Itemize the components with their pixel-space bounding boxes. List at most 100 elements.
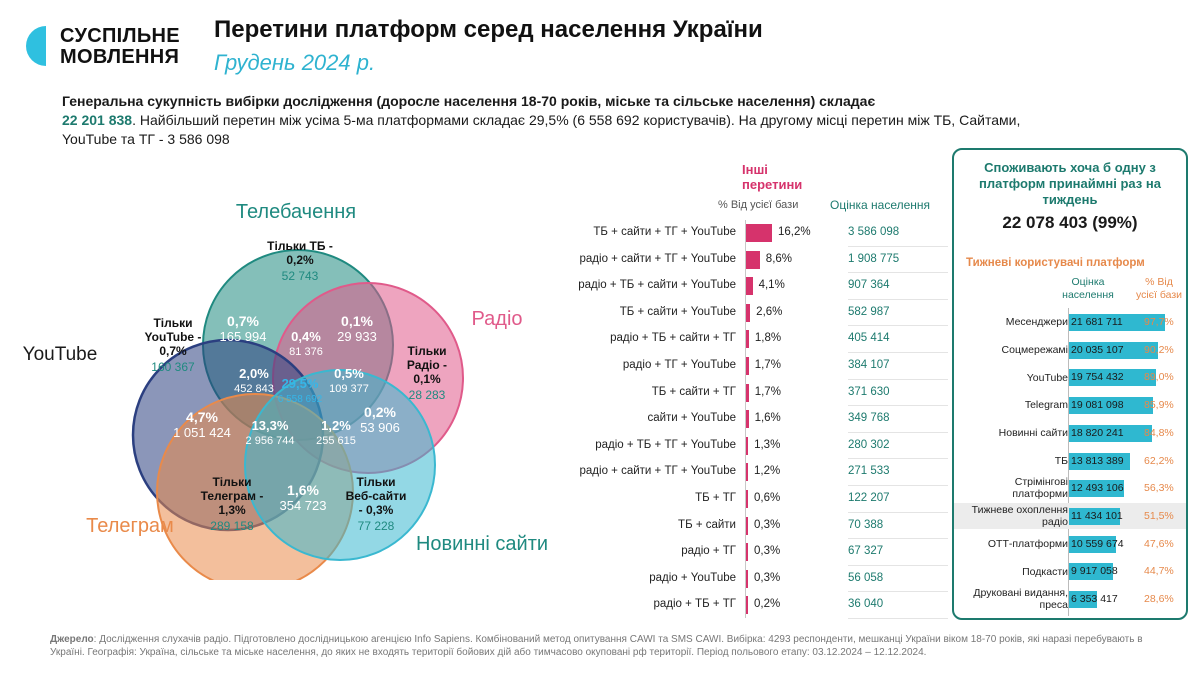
platform-label: Новинні сайти (998, 427, 1068, 440)
intersection-population: 56 058 (848, 571, 884, 584)
venn-region-title: Тільки (153, 316, 192, 330)
source-footnote: Джерело: Дослідження слухачів радіо. Під… (50, 633, 1150, 659)
platform-population: 20 035 107 (1071, 343, 1124, 356)
intersection-population: 371 630 (848, 385, 890, 398)
venn-region-value: 1 051 424 (173, 425, 231, 440)
venn-region-pct: 0,1% (341, 313, 373, 329)
intersection-bar (746, 516, 748, 535)
platform-label: Месенджери (1005, 316, 1068, 329)
venn-region-tg-news-radio: 1,2% 255 615 (316, 418, 356, 447)
chart-axis (745, 220, 746, 618)
platform-bar (1069, 452, 1131, 470)
venn-region-title: Радіо - (407, 358, 447, 372)
intersection-pct: 1,2% (754, 465, 781, 478)
intersection-bar (746, 569, 748, 588)
venn-labels: Телебачення Радіо YouTube Телеграм Новинні с… (23, 201, 548, 555)
platform-label: Telegram (1024, 399, 1068, 412)
intersection-label: сайти + YouTube (647, 412, 736, 425)
platform-label: Подкасти (1022, 565, 1068, 578)
weekly-users-row: ОТТ-платформи 10 559 674 47,6% (954, 531, 1186, 558)
platform-bar (1069, 369, 1157, 387)
weekly-users-row: Соцмережамі 20 035 107 90,2% (954, 337, 1186, 364)
row-separator (848, 272, 948, 274)
venn-region-value: 53 906 (360, 420, 400, 435)
source-text: : Дослідження слухачів радіо. Підготовле… (50, 634, 1143, 658)
venn-region-yt-tv: 0,7%165 994 (220, 313, 267, 344)
row-separator (848, 484, 948, 486)
row-separator (848, 351, 948, 353)
venn-region-value: 29 933 (337, 329, 377, 344)
venn-region-tg-news: 1,6%354 723 (280, 482, 327, 513)
intersection-bar (746, 410, 749, 429)
platform-bar (1069, 480, 1125, 498)
venn-region-title: 1,3% (218, 503, 246, 517)
intersection-population: 280 302 (848, 438, 890, 451)
intersection-label: радіо + ТБ + сайти + ТГ (610, 332, 736, 345)
intersection-population: 907 364 (848, 279, 890, 292)
intersection-label: ТБ + сайти + YouTube (619, 305, 736, 318)
intersection-population: 349 768 (848, 412, 890, 425)
platform-bar (1069, 314, 1165, 331)
pct-base-column-header: % Від усієї бази (1135, 276, 1183, 301)
intersection-pct: 16,2% (778, 226, 811, 238)
platform-label: ОТТ-платформи (987, 537, 1068, 550)
intersection-label: радіо + ТГ (681, 545, 736, 558)
intersection-label: радіо + ТГ + YouTube (622, 359, 736, 371)
venn-region-tv-radio-news: 0,5% 109 377 (329, 366, 369, 395)
platform-pct: 47,6% (1144, 537, 1174, 550)
intersection-population: 1 908 775 (848, 252, 900, 265)
intro-rest: . Найбільший перетин між усіма 5-ма плат… (62, 112, 1021, 147)
platform-pct: 84,8% (1144, 426, 1174, 439)
intersection-pct: 0,3% (754, 545, 781, 558)
intersection-bar (746, 596, 748, 615)
venn-region-value: 109 377 (329, 383, 369, 395)
venn-region-yt-tg-tv: 2,0% 452 843 (234, 366, 274, 395)
venn-region-pct: 0,5% (334, 366, 364, 381)
weekly-users-row: Тижневе охоплення радіо 11 434 101 51,5% (954, 502, 1186, 530)
venn-region-value: 6 558 692 (278, 394, 323, 405)
intersection-bar (746, 303, 751, 322)
intersection-row: ТБ + сайти + ТГ + YouTube 16,2% 3 586 098 (548, 220, 948, 247)
intersection-row: радіо + сайти + ТГ + YouTube 8,6% 1 908 77… (548, 247, 948, 274)
platform-pct: 51,5% (1144, 509, 1174, 522)
venn-region-yt-tg-news: 13,3% 2 956 744 (246, 418, 295, 447)
intersection-pct: 0,3% (754, 571, 781, 584)
intersection-label: радіо + сайти + ТГ + YouTube (579, 465, 736, 478)
venn-region-title: - 0,3% (359, 503, 394, 517)
platform-label: Тижневе охоплення радіо (971, 504, 1068, 529)
weekly-users-row: Telegram 19 081 098 85,9% (954, 392, 1186, 419)
intersection-bar (746, 250, 760, 269)
intersection-pct: 8,6% (765, 252, 793, 265)
panel-title: Споживають хоча б одну з платформ принай… (979, 160, 1161, 207)
venn-region-pct: 29,5% (282, 376, 319, 391)
panel-chart-axis (1068, 308, 1069, 616)
venn-label-radio: Радіо (471, 308, 522, 330)
intersection-bar (746, 383, 749, 402)
venn-region-pct: 1,2% (321, 418, 351, 433)
weekly-users-row: Подкасти 9 917 058 44,7% (954, 558, 1186, 585)
intersection-bar (746, 463, 748, 482)
venn-region-only-tv: Тільки ТБ -0,2% 52 743 (267, 239, 333, 283)
platform-population: 9 917 058 (1071, 565, 1118, 578)
venn-label-youtube: YouTube (23, 344, 98, 365)
venn-region-title: Тільки (407, 344, 446, 358)
intersection-bar (746, 277, 753, 296)
source-label: Джерело (50, 634, 94, 645)
weekly-users-row: Стрімінгові платформи 12 493 106 56,3% (954, 475, 1186, 502)
weekly-users-row: Друковані видання, преса 6 353 417 28,6% (954, 586, 1186, 613)
venn-region-yt-tg: 4,7%1 051 424 (173, 409, 231, 440)
venn-region-pct: 0,2% (364, 404, 396, 420)
platform-pct: 85,9% (1144, 399, 1174, 412)
venn-diagram: Телебачення Радіо YouTube Телеграм Новинні с… (23, 201, 548, 580)
venn-region-title: Тільки (212, 475, 251, 489)
platform-label: YouTube (1026, 371, 1068, 384)
intersection-label: ТБ + ТГ (695, 492, 736, 504)
platform-label: Стрімінгові платформи (1012, 476, 1068, 501)
row-separator (848, 591, 948, 593)
platform-population: 19 081 098 (1071, 399, 1124, 412)
venn-region-value: 77 228 (358, 519, 395, 533)
row-separator (848, 511, 948, 513)
intersection-row: радіо + ТБ + сайти + YouTube 4,1% 907 364 (548, 273, 948, 300)
